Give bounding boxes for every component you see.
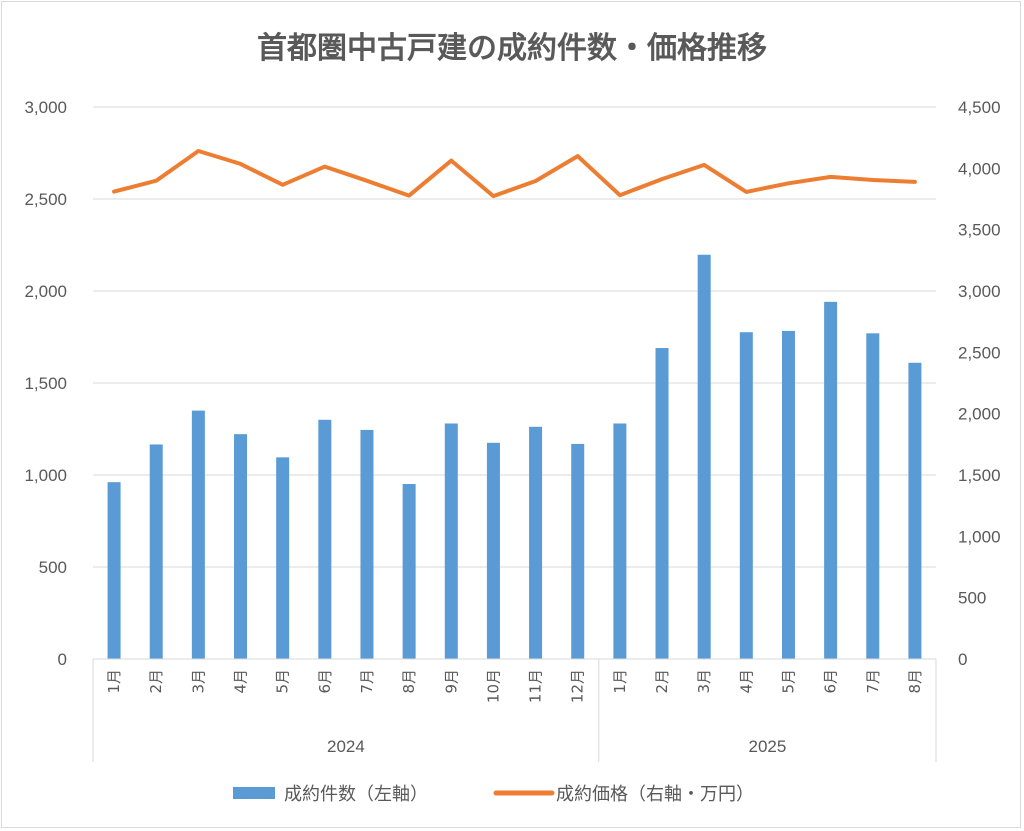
y-right-tick-label: 1,500 (958, 466, 1001, 485)
x-group-label: 2024 (327, 737, 365, 756)
y-right-tick-label: 500 (958, 589, 986, 608)
bar (276, 457, 290, 659)
x-tick-label: 5月 (274, 669, 292, 694)
bar (149, 444, 163, 659)
legend-label-bar: 成約件数（左軸） (284, 784, 428, 805)
x-group-label: 2025 (748, 737, 786, 756)
y-left-tick-label: 1,500 (24, 374, 67, 393)
bar (824, 301, 838, 659)
y-left-tick-label: 2,000 (24, 282, 67, 301)
legend-swatch-bar (233, 787, 275, 799)
y-right-tick-label: 2,500 (958, 343, 1001, 362)
x-tick-label: 6月 (316, 669, 334, 694)
y-left-tick-label: 3,000 (24, 98, 67, 117)
x-tick-label: 6月 (822, 669, 840, 694)
x-tick-label: 2月 (653, 669, 671, 694)
bar (107, 482, 121, 659)
y-right-tick-label: 3,000 (958, 282, 1001, 301)
bar (613, 423, 627, 659)
bar (697, 254, 711, 659)
x-tick-label: 1月 (105, 669, 123, 694)
bar (908, 362, 922, 659)
y-right-tick-label: 0 (958, 650, 967, 669)
bar (571, 443, 585, 659)
x-tick-label: 4月 (737, 669, 755, 694)
x-tick-label: 3月 (695, 669, 713, 694)
x-tick-label: 7月 (358, 669, 376, 694)
price-line (112, 149, 917, 199)
y-left-tick-label: 2,500 (24, 190, 67, 209)
bar-series (107, 254, 922, 659)
bar (360, 429, 374, 659)
legend-label-line: 成約価格（右軸・万円） (556, 784, 754, 805)
legend: 成約件数（左軸） 成約価格（右軸・万円） (233, 784, 754, 805)
x-tick-label: 9月 (442, 669, 460, 694)
bar (655, 348, 669, 659)
y-right-tick-label: 4,000 (958, 159, 1001, 178)
axes: 0 500 1,000 1,500 2,000 2,500 3,000 0 500 1,000 1,… (24, 98, 1001, 762)
y-left-tick-label: 500 (39, 558, 67, 577)
bar (191, 410, 205, 659)
x-tick-label: 10月 (484, 669, 502, 703)
y-right-tick-label: 4,500 (958, 98, 1001, 117)
bar (781, 330, 795, 659)
x-tick-label: 8月 (906, 669, 924, 694)
y-left-tick-label: 1,000 (24, 466, 67, 485)
chart-title: 首都圏中古戸建の成約件数・価格推移 (257, 31, 767, 66)
x-tick-label: 5月 (779, 669, 797, 694)
bar (866, 333, 880, 659)
bar (444, 423, 458, 659)
y-right-tick-label: 3,500 (958, 221, 1001, 240)
x-tick-label: 12月 (569, 669, 587, 703)
bar (318, 419, 332, 659)
y-right-tick-label: 2,000 (958, 405, 1001, 424)
x-tick-label: 11月 (527, 669, 545, 703)
bar (486, 442, 500, 659)
bar (739, 332, 753, 659)
x-tick-label: 4月 (232, 669, 250, 694)
x-tick-label: 3月 (189, 669, 207, 694)
y-right-tick-label: 1,000 (958, 527, 1001, 546)
x-tick-label: 1月 (611, 669, 629, 694)
x-tick-label: 7月 (864, 669, 882, 694)
bar (529, 426, 543, 659)
line-series (112, 149, 917, 199)
x-tick-label: 2月 (147, 669, 165, 694)
bar (402, 484, 416, 659)
x-tick-label: 8月 (400, 669, 418, 694)
y-left-tick-label: 0 (58, 650, 67, 669)
bar (234, 434, 248, 659)
